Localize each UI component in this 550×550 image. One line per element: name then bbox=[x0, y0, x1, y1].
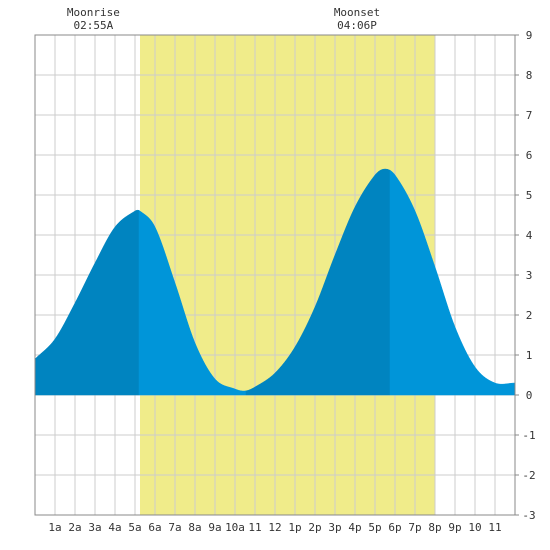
y-tick-label: 7 bbox=[526, 109, 533, 122]
x-tick-label: 8p bbox=[428, 521, 441, 534]
x-tick-label: 2a bbox=[68, 521, 81, 534]
x-tick-label: 11 bbox=[488, 521, 501, 534]
x-tick-label: 3p bbox=[328, 521, 341, 534]
y-tick-label: -3 bbox=[522, 509, 535, 522]
y-tick-label: 2 bbox=[526, 309, 533, 322]
tide-area-segment bbox=[138, 209, 247, 396]
tide-area bbox=[34, 168, 516, 396]
x-tick-label: 5a bbox=[128, 521, 141, 534]
moon-annotation-title: Moonrise bbox=[67, 6, 120, 19]
y-tick-label: -2 bbox=[522, 469, 535, 482]
y-tick-label: 3 bbox=[526, 269, 533, 282]
y-tick-label: 6 bbox=[526, 149, 533, 162]
tide-area-segment bbox=[245, 168, 391, 396]
y-tick-label: 5 bbox=[526, 189, 533, 202]
y-tick-label: 9 bbox=[526, 29, 533, 42]
x-tick-label: 9a bbox=[208, 521, 221, 534]
y-axis-ticks: -3 -2 -1 0 1 2 3 4 5 6 7 8 9 bbox=[515, 29, 536, 522]
x-tick-label: 10 bbox=[468, 521, 481, 534]
x-axis-ticks: 1a 2a 3a 4a 5a 6a 7a 8a 9a 10a 11 12 1p 2p 3p 4p 5p 6p 7p 8… bbox=[48, 521, 501, 534]
tide-area-segment bbox=[34, 209, 140, 396]
x-tick-label: 12 bbox=[268, 521, 281, 534]
x-tick-label: 6a bbox=[148, 521, 161, 534]
x-tick-label: 8a bbox=[188, 521, 201, 534]
x-tick-label: 4a bbox=[108, 521, 121, 534]
x-tick-label: 6p bbox=[388, 521, 401, 534]
x-tick-label: 1a bbox=[48, 521, 61, 534]
x-tick-label: 10a bbox=[225, 521, 245, 534]
y-tick-label: 1 bbox=[526, 349, 533, 362]
y-tick-label: -1 bbox=[522, 429, 535, 442]
x-tick-label: 7p bbox=[408, 521, 421, 534]
x-tick-label: 11 bbox=[248, 521, 261, 534]
y-tick-label: 0 bbox=[526, 389, 533, 402]
x-tick-label: 7a bbox=[168, 521, 181, 534]
y-tick-label: 8 bbox=[526, 69, 533, 82]
x-tick-label: 3a bbox=[88, 521, 101, 534]
moon-annotation-time: 04:06P bbox=[337, 19, 377, 32]
x-tick-label: 9p bbox=[448, 521, 461, 534]
x-tick-label: 2p bbox=[308, 521, 321, 534]
x-tick-label: 5p bbox=[368, 521, 381, 534]
x-tick-label: 4p bbox=[348, 521, 361, 534]
y-tick-label: 4 bbox=[526, 229, 533, 242]
x-tick-label: 1p bbox=[288, 521, 301, 534]
moon-annotation-title: Moonset bbox=[334, 6, 380, 19]
tide-area-segment bbox=[389, 169, 516, 396]
moon-annotation-time: 02:55A bbox=[74, 19, 114, 32]
